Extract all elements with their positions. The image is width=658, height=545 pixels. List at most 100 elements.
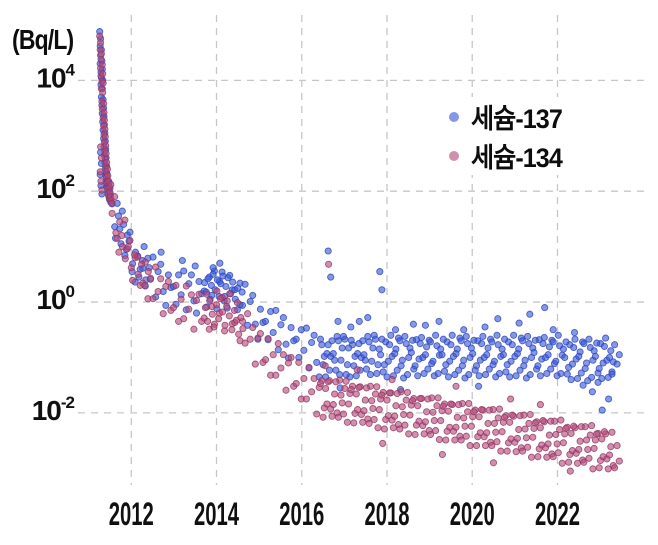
point-cs137 <box>457 337 465 345</box>
point-cs134 <box>124 243 132 251</box>
point-cs137 <box>300 346 308 354</box>
point-cs134 <box>434 394 442 402</box>
point-cs137 <box>376 268 384 276</box>
point-cs134 <box>261 356 270 364</box>
point-cs134 <box>429 408 437 416</box>
point-cs137 <box>224 274 232 282</box>
point-cs134 <box>97 50 105 58</box>
point-cs137 <box>434 369 442 378</box>
point-cs134 <box>300 374 308 383</box>
point-cs137 <box>529 344 537 352</box>
point-cs134 <box>107 180 115 189</box>
point-cs134 <box>180 315 188 323</box>
point-cs137 <box>559 345 567 353</box>
point-cs134 <box>279 351 287 359</box>
point-cs134 <box>534 453 542 461</box>
point-cs134 <box>576 437 584 445</box>
point-cs134 <box>102 149 110 158</box>
point-cs134 <box>225 312 233 320</box>
point-cs137 <box>475 382 483 390</box>
point-cs134 <box>182 282 190 290</box>
point-cs134 <box>518 447 527 455</box>
point-cs134 <box>378 391 386 399</box>
point-cs134 <box>352 390 360 398</box>
point-cs134 <box>103 158 111 166</box>
point-cs134 <box>228 326 236 334</box>
point-cs137 <box>472 362 481 370</box>
point-cs137 <box>402 340 410 348</box>
point-cs134 <box>411 430 419 439</box>
point-cs137 <box>481 371 490 379</box>
point-cs137 <box>543 369 551 378</box>
point-cs134 <box>99 70 107 78</box>
point-cs134 <box>230 306 238 314</box>
point-cs134 <box>111 193 119 201</box>
point-cs134 <box>350 419 358 427</box>
point-cs137 <box>577 369 585 377</box>
point-cs134 <box>282 386 290 394</box>
point-cs134 <box>292 379 300 388</box>
point-cs137 <box>274 346 282 354</box>
point-cs134 <box>423 408 431 416</box>
point-cs134 <box>464 408 472 416</box>
point-cs137 <box>391 350 399 358</box>
point-cs137 <box>343 361 351 369</box>
point-cs134 <box>403 388 412 396</box>
point-cs134 <box>322 384 330 393</box>
point-cs137 <box>590 347 598 355</box>
point-cs134 <box>465 399 473 408</box>
point-cs134 <box>552 430 560 439</box>
point-cs134 <box>393 389 401 398</box>
point-cs137 <box>593 339 601 347</box>
point-cs134 <box>362 384 371 392</box>
point-cs134 <box>598 435 606 443</box>
point-cs137 <box>570 343 578 352</box>
point-cs134 <box>607 443 615 451</box>
point-cs134 <box>345 400 353 408</box>
y-tick-label-1e-2: 10-2 <box>32 393 75 426</box>
point-cs134 <box>531 419 539 427</box>
point-cs134 <box>159 310 167 318</box>
point-cs137 <box>398 356 406 364</box>
point-cs134 <box>506 418 514 426</box>
point-cs134 <box>544 440 552 448</box>
point-cs134 <box>595 464 603 472</box>
point-cs137 <box>549 326 557 334</box>
point-cs137 <box>485 365 493 373</box>
point-cs137 <box>540 333 548 342</box>
point-cs134 <box>470 408 478 416</box>
point-cs134 <box>452 382 460 390</box>
legend-swatch-cs137-icon <box>449 111 459 122</box>
point-cs137 <box>292 335 300 343</box>
point-cs134 <box>241 339 249 347</box>
point-cs134 <box>98 186 106 194</box>
point-cs137 <box>588 388 596 396</box>
point-cs137 <box>420 369 428 378</box>
point-cs137 <box>396 337 404 345</box>
point-cs134 <box>164 277 172 286</box>
point-cs134 <box>588 422 596 430</box>
point-cs137 <box>518 337 527 345</box>
point-cs137 <box>565 363 573 371</box>
point-cs134 <box>338 399 346 407</box>
point-cs137 <box>605 353 614 362</box>
point-cs137 <box>345 344 353 352</box>
point-cs134 <box>210 323 218 331</box>
point-cs137 <box>327 273 335 281</box>
point-cs134 <box>96 168 104 176</box>
point-cs134 <box>565 458 573 466</box>
point-cs137 <box>515 319 523 327</box>
point-cs137 <box>364 314 372 322</box>
point-cs134 <box>539 417 547 425</box>
point-cs134 <box>218 308 227 316</box>
point-cs134 <box>201 304 209 312</box>
point-cs134 <box>239 325 247 333</box>
point-cs134 <box>244 310 252 318</box>
point-cs137 <box>195 277 203 286</box>
point-cs134 <box>308 388 316 396</box>
point-cs137 <box>417 333 426 342</box>
point-cs137 <box>524 332 532 340</box>
point-cs134 <box>233 299 241 307</box>
legend-swatch-cs134-icon <box>449 150 459 161</box>
point-cs137 <box>374 361 382 369</box>
